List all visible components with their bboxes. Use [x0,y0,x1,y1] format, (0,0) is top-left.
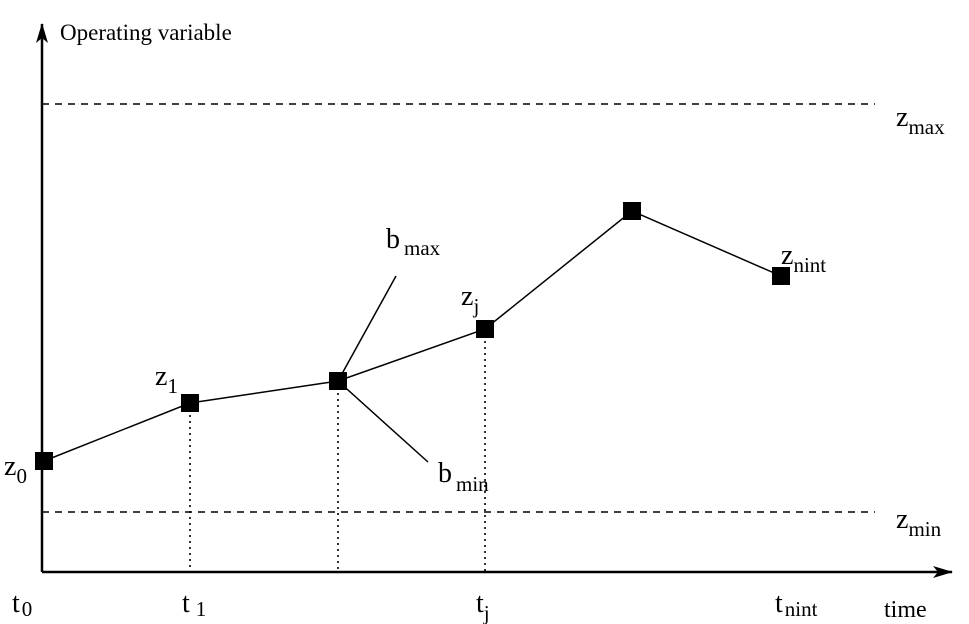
time-label-tj: tj [476,588,490,624]
b-max-label: b max [386,224,441,260]
point-marker-z1 [181,394,199,412]
b-min-line [337,380,429,463]
point-marker-zj [476,320,494,338]
upper-bound-label: zmax [896,102,945,139]
point-label-znint: znint [781,240,826,277]
y-axis-label: Operating variable [60,20,232,45]
point-marker-peak [623,202,641,220]
x-axis-label: time [884,597,927,623]
time-label-t0: t0 [12,588,32,621]
trajectory-line [43,210,782,462]
point-label-z1: z1 [155,361,178,398]
point-label-zj: zj [461,281,479,318]
point-marker-mid [329,372,347,390]
point-marker-znint [772,267,790,285]
b-max-line [337,275,397,382]
point-label-z0: z0 [4,451,27,488]
time-label-tnint: tnint [775,588,818,621]
point-marker-z0 [35,452,53,470]
lower-bound-label: zmin [896,504,942,541]
b-min-label: b min [438,458,489,496]
